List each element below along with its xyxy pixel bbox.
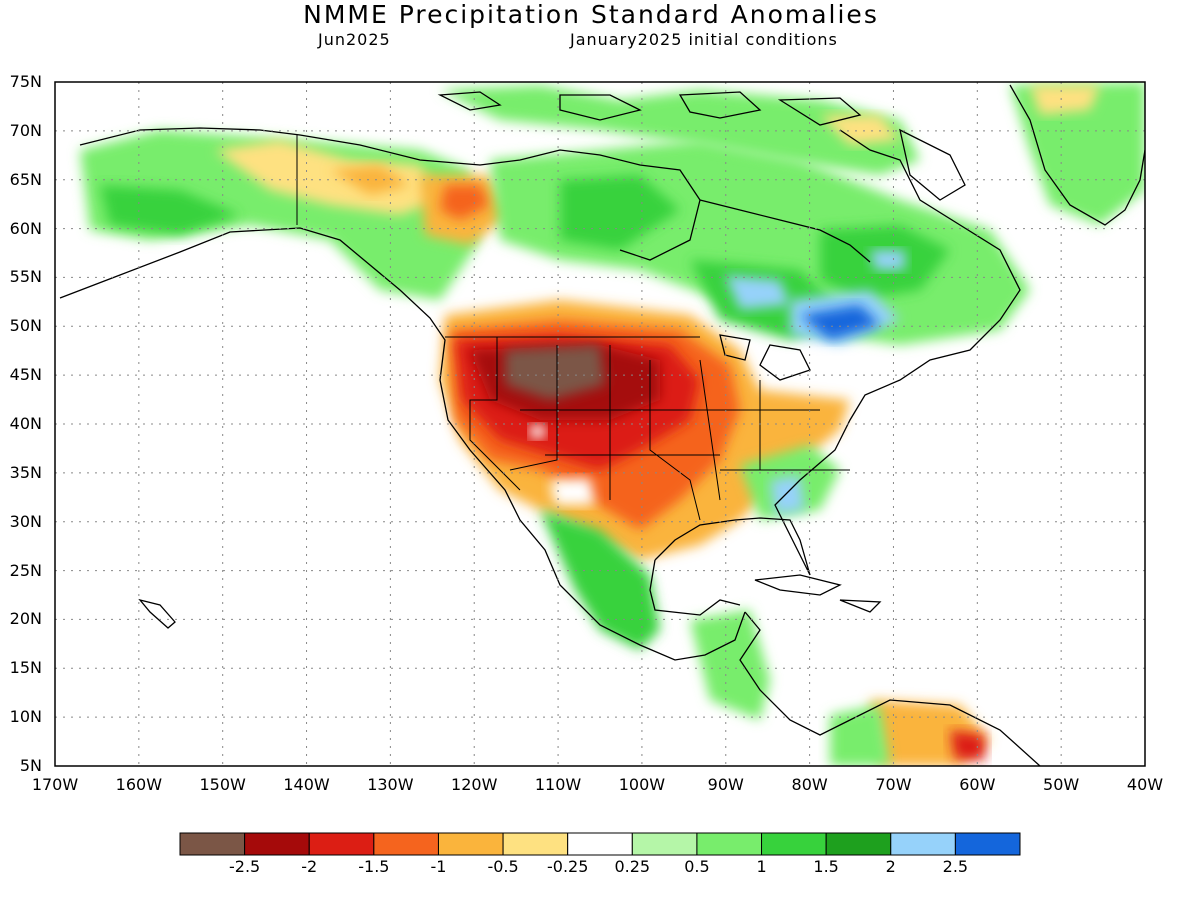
lat-label: 70N [9, 120, 42, 140]
lon-label: 130W [367, 775, 414, 794]
lat-label: 15N [9, 658, 42, 678]
forecast-month: Jun2025 [318, 30, 391, 49]
colorbar-swatch [567, 832, 633, 856]
lat-label: 60N [9, 218, 42, 238]
lat-label: 65N [9, 169, 42, 189]
colorbar-swatch [631, 832, 698, 856]
lon-label: 120W [451, 775, 498, 794]
colorbar-label: 1.5 [813, 857, 839, 876]
lat-label: 10N [9, 707, 42, 727]
lat-label: 35N [9, 462, 42, 482]
colorbar-swatch [761, 832, 827, 856]
lat-label: 20N [9, 609, 42, 629]
lat-lon-grid [55, 82, 1145, 766]
lon-label: 90W [707, 775, 744, 794]
lat-label: 5N [19, 756, 42, 775]
political-boundaries [296, 135, 850, 521]
colorbar-label: -1 [430, 857, 447, 876]
lon-label: 160W [115, 775, 163, 794]
colorbar-label: -0.5 [487, 857, 519, 876]
colorbar-swatch [954, 832, 1021, 856]
colorbar-label: -0.25 [546, 857, 589, 876]
colorbar-swatch [373, 832, 439, 856]
lat-label: 40N [9, 414, 42, 433]
lat-label: 45N [9, 365, 42, 385]
colorbar-swatch [502, 832, 569, 856]
colorbar-label: -2.5 [229, 857, 261, 876]
colorbar-swatch [244, 832, 310, 856]
lat-label: 25N [9, 560, 42, 580]
map-frame [54, 81, 1146, 767]
colorbar-label: -1.5 [358, 857, 390, 876]
colorbar-swatch [696, 832, 763, 856]
lon-label: 150W [199, 775, 246, 794]
lat-label: 30N [9, 511, 42, 531]
colorbar-swatch [890, 832, 956, 856]
lon-label: 50W [1043, 775, 1080, 794]
colorbar [179, 832, 1021, 856]
lon-label: 70W [875, 775, 912, 794]
lat-label: 75N [9, 72, 42, 91]
anomaly-field [80, 82, 1145, 766]
colorbar-swatch [437, 832, 504, 856]
colorbar-label: 2.5 [942, 857, 969, 876]
colorbar-label: 0.5 [684, 857, 710, 876]
lon-label: 100W [618, 775, 666, 794]
coastlines [59, 84, 1145, 766]
colorbar-label: 1 [756, 857, 767, 876]
lat-label: 55N [9, 267, 42, 287]
colorbar-label: 0.25 [614, 857, 651, 876]
colorbar-swatch [179, 832, 246, 856]
colorbar-swatch [825, 832, 892, 856]
colorbar-label: 2 [885, 857, 896, 876]
colorbar-label: -2 [301, 857, 318, 876]
lon-label: 60W [959, 775, 996, 794]
lat-label: 50N [9, 316, 42, 336]
lon-label: 80W [791, 775, 828, 794]
lon-label: 40W [1126, 775, 1164, 794]
initial-conditions: January2025 initial conditions [570, 30, 838, 49]
map-title: NMME Precipitation Standard Anomalies [303, 0, 879, 29]
lon-label: 110W [534, 775, 582, 794]
lon-label: 170W [31, 775, 79, 794]
colorbar-swatch [308, 832, 375, 856]
lon-label: 140W [283, 775, 330, 794]
